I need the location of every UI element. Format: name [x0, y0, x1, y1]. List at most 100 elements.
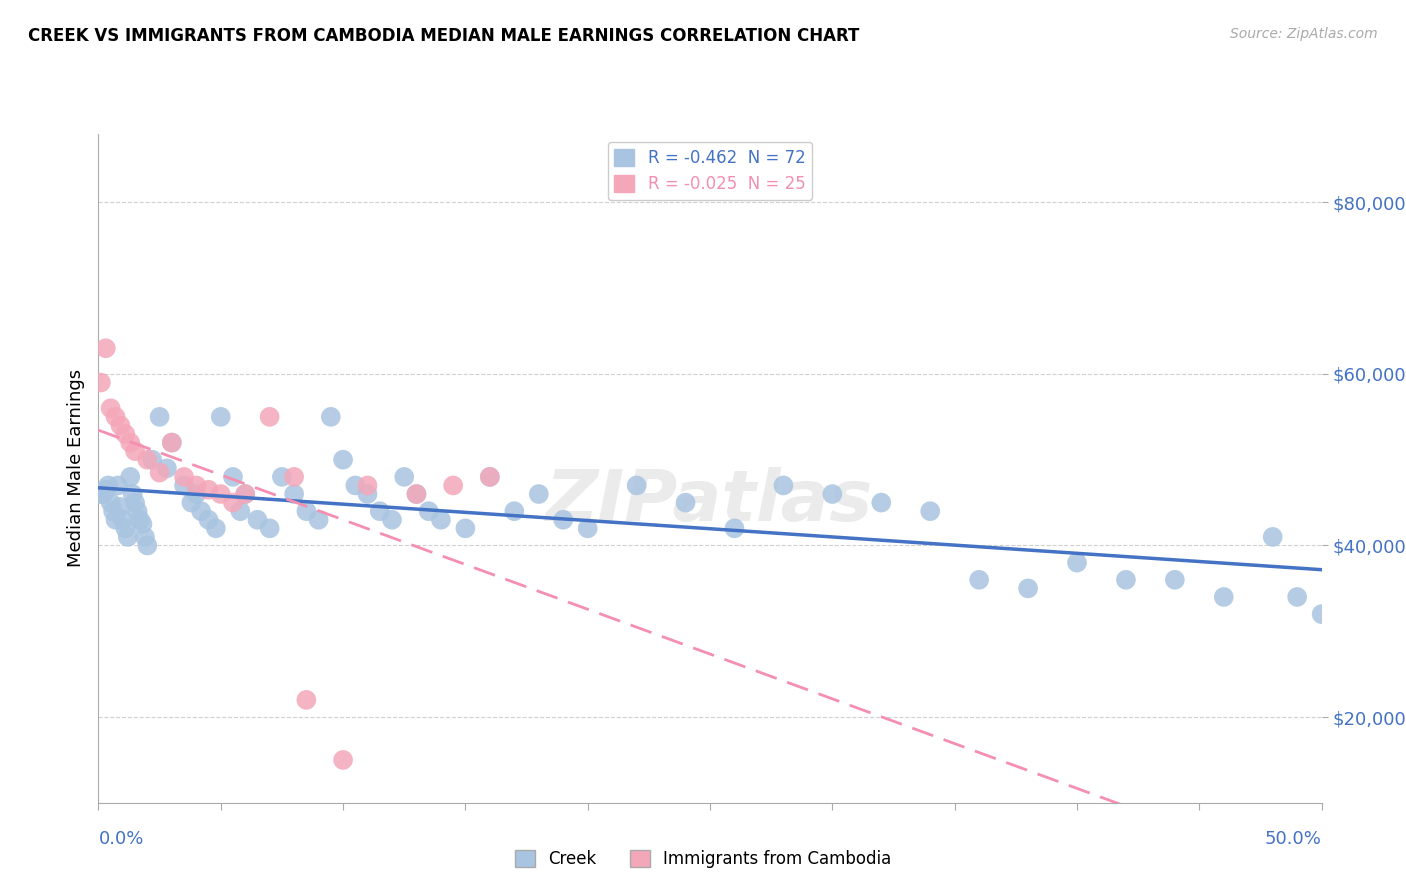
Creek [920, 504, 942, 518]
Text: Source: ZipAtlas.com: Source: ZipAtlas.com [1230, 27, 1378, 41]
Text: ZIPatlas: ZIPatlas [547, 467, 873, 536]
Creek [110, 500, 132, 514]
Creek [149, 409, 172, 424]
Creek [259, 521, 281, 535]
Legend: R = -0.462  N = 72, R = -0.025  N = 25: R = -0.462 N = 72, R = -0.025 N = 25 [607, 142, 813, 200]
Immigrants from Cambodia [160, 435, 183, 450]
Creek [723, 521, 745, 535]
Creek [129, 513, 152, 527]
Creek [141, 452, 163, 467]
Creek [1212, 590, 1234, 604]
Creek [1066, 556, 1088, 570]
Creek [94, 483, 117, 497]
Immigrants from Cambodia [283, 470, 305, 484]
Creek [675, 495, 697, 509]
Creek [104, 513, 127, 527]
Creek [1310, 607, 1333, 621]
Immigrants from Cambodia [110, 418, 132, 433]
Creek [124, 495, 146, 509]
Creek [91, 487, 114, 501]
Creek [1164, 573, 1187, 587]
Creek [209, 409, 232, 424]
Creek [418, 504, 440, 518]
Creek [870, 495, 893, 509]
Immigrants from Cambodia [222, 495, 245, 509]
Creek [180, 495, 202, 509]
Immigrants from Cambodia [90, 376, 112, 390]
Creek [246, 513, 269, 527]
Immigrants from Cambodia [332, 753, 354, 767]
Creek [120, 470, 142, 484]
Creek [121, 487, 143, 501]
Creek [319, 409, 342, 424]
Immigrants from Cambodia [197, 483, 219, 497]
Creek [405, 487, 427, 501]
Creek [527, 487, 550, 501]
Creek [160, 435, 183, 450]
Creek [100, 495, 122, 509]
Creek [626, 478, 648, 492]
Immigrants from Cambodia [136, 452, 159, 467]
Creek [117, 530, 139, 544]
Immigrants from Cambodia [104, 409, 127, 424]
Immigrants from Cambodia [233, 487, 256, 501]
Creek [134, 530, 156, 544]
Creek [270, 470, 294, 484]
Creek [344, 478, 367, 492]
Creek [131, 517, 153, 532]
Creek [229, 504, 252, 518]
Text: CREEK VS IMMIGRANTS FROM CAMBODIA MEDIAN MALE EARNINGS CORRELATION CHART: CREEK VS IMMIGRANTS FROM CAMBODIA MEDIAN… [28, 27, 859, 45]
Creek [356, 487, 378, 501]
Creek [190, 504, 212, 518]
Creek [454, 521, 477, 535]
Immigrants from Cambodia [100, 401, 122, 416]
Text: 0.0%: 0.0% [98, 830, 143, 847]
Creek [197, 513, 219, 527]
Creek [205, 521, 228, 535]
Creek [101, 504, 124, 518]
Creek [222, 470, 245, 484]
Creek [967, 573, 990, 587]
Creek [430, 513, 453, 527]
Immigrants from Cambodia [441, 478, 464, 492]
Creek [1017, 582, 1039, 596]
Immigrants from Cambodia [120, 435, 142, 450]
Creek [553, 513, 575, 527]
Creek [503, 504, 526, 518]
Creek [233, 487, 256, 501]
Y-axis label: Median Male Earnings: Median Male Earnings [66, 369, 84, 567]
Creek [136, 539, 159, 553]
Legend: Creek, Immigrants from Cambodia: Creek, Immigrants from Cambodia [508, 843, 898, 875]
Creek [156, 461, 179, 475]
Creek [283, 487, 305, 501]
Creek [1261, 530, 1284, 544]
Immigrants from Cambodia [209, 487, 232, 501]
Creek [478, 470, 501, 484]
Creek [392, 470, 416, 484]
Immigrants from Cambodia [124, 444, 146, 458]
Creek [295, 504, 318, 518]
Immigrants from Cambodia [356, 478, 378, 492]
Immigrants from Cambodia [94, 341, 117, 355]
Creek [381, 513, 404, 527]
Immigrants from Cambodia [186, 478, 208, 492]
Creek [821, 487, 844, 501]
Immigrants from Cambodia [149, 466, 172, 480]
Creek [127, 504, 149, 518]
Immigrants from Cambodia [173, 470, 195, 484]
Creek [97, 478, 120, 492]
Immigrants from Cambodia [295, 693, 318, 707]
Text: 50.0%: 50.0% [1265, 830, 1322, 847]
Creek [772, 478, 794, 492]
Immigrants from Cambodia [405, 487, 427, 501]
Creek [90, 487, 112, 501]
Immigrants from Cambodia [259, 409, 281, 424]
Creek [111, 513, 134, 527]
Immigrants from Cambodia [114, 427, 136, 442]
Creek [332, 452, 354, 467]
Creek [1115, 573, 1137, 587]
Creek [576, 521, 599, 535]
Creek [368, 504, 391, 518]
Creek [107, 478, 129, 492]
Creek [173, 478, 195, 492]
